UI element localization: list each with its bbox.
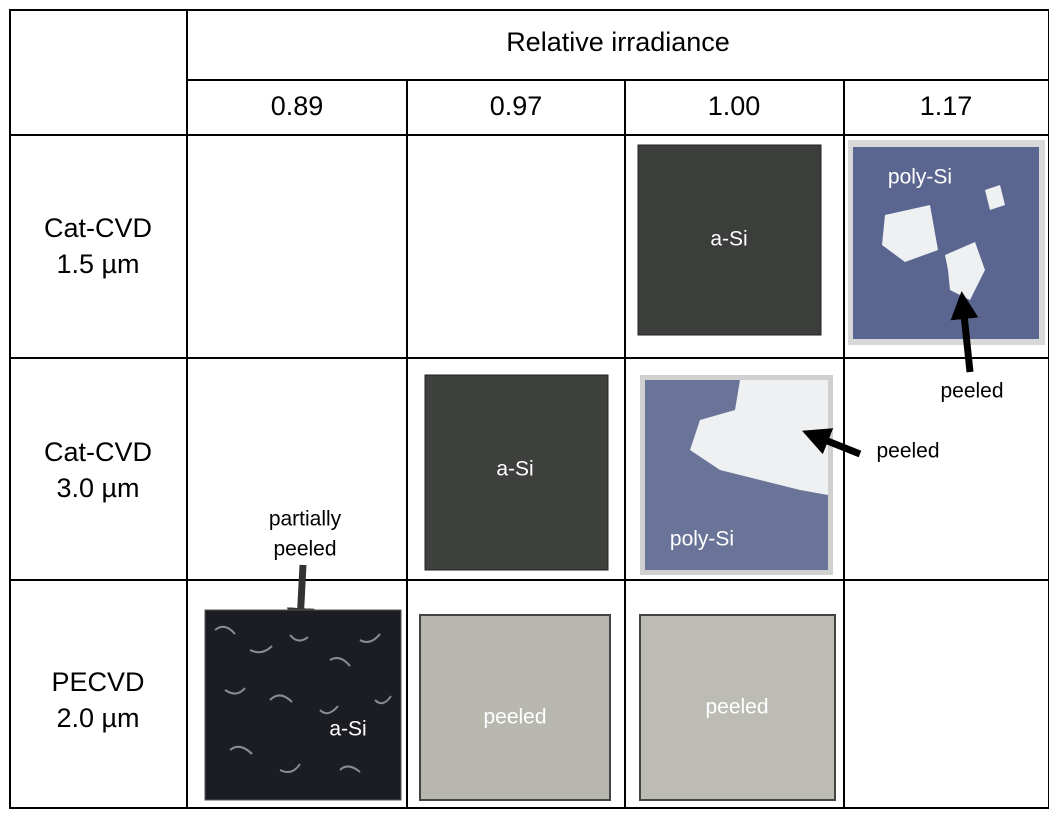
sample-label: peeled	[705, 696, 768, 719]
column-header: 1.17	[920, 91, 973, 121]
sample-label: poly-Si	[888, 166, 952, 189]
sample-label: a-Si	[710, 228, 747, 251]
sample-label: peeled	[483, 706, 546, 729]
sample-label: a-Si	[496, 458, 533, 481]
annotation: peeled	[940, 380, 1003, 403]
page: Relative irradiance 0.89 0.97 1.00 1.17 …	[0, 0, 1049, 814]
annotation: peeled	[273, 538, 336, 561]
row-label: Cat-CVD	[44, 437, 152, 467]
sample-photo	[205, 610, 401, 800]
header-title: Relative irradiance	[506, 27, 730, 57]
row-label: 2.0 µm	[56, 703, 139, 733]
sample-label: poly-Si	[670, 528, 734, 551]
annotation: peeled	[876, 440, 939, 463]
row-label: Cat-CVD	[44, 213, 152, 243]
row-label: 3.0 µm	[56, 473, 139, 503]
sample-label: a-Si	[329, 718, 366, 741]
figure-table: Relative irradiance 0.89 0.97 1.00 1.17 …	[0, 0, 1049, 814]
column-header: 0.89	[271, 91, 324, 121]
column-header: 0.97	[490, 91, 543, 121]
row-label: PECVD	[51, 667, 144, 697]
row-label: 1.5 µm	[56, 249, 139, 279]
annotation: partially	[269, 508, 342, 531]
column-header: 1.00	[708, 91, 761, 121]
